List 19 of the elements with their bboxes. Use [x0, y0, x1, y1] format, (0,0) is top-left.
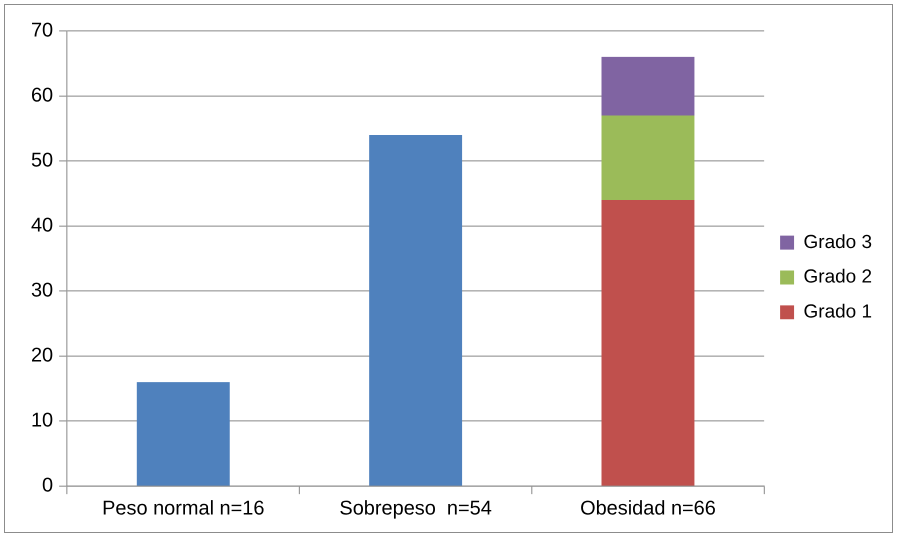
- bar: [601, 200, 694, 486]
- y-tick-label: 30: [30, 280, 54, 302]
- y-tick-label: 20: [30, 344, 54, 367]
- x-tick-label: Peso normal n=16: [102, 498, 264, 520]
- y-tick-label: 60: [30, 84, 54, 106]
- legend-label: Grado 2: [804, 266, 872, 288]
- y-tick-label: 40: [30, 214, 54, 237]
- legend-label: Grado 3: [804, 232, 872, 253]
- bar: [601, 115, 694, 200]
- x-tick-label: Sobrepeso n=54: [339, 498, 492, 520]
- y-tick-label: 10: [30, 410, 54, 432]
- y-tick-label: 50: [30, 149, 54, 172]
- y-tick-label: 70: [30, 19, 54, 42]
- bar: [601, 56, 694, 116]
- bar: [369, 134, 462, 486]
- x-tick-label: Obesidad n=66: [580, 498, 716, 520]
- legend-label: Grado 1: [804, 302, 872, 323]
- y-tick-label: 0: [42, 474, 54, 497]
- bar: [136, 382, 230, 486]
